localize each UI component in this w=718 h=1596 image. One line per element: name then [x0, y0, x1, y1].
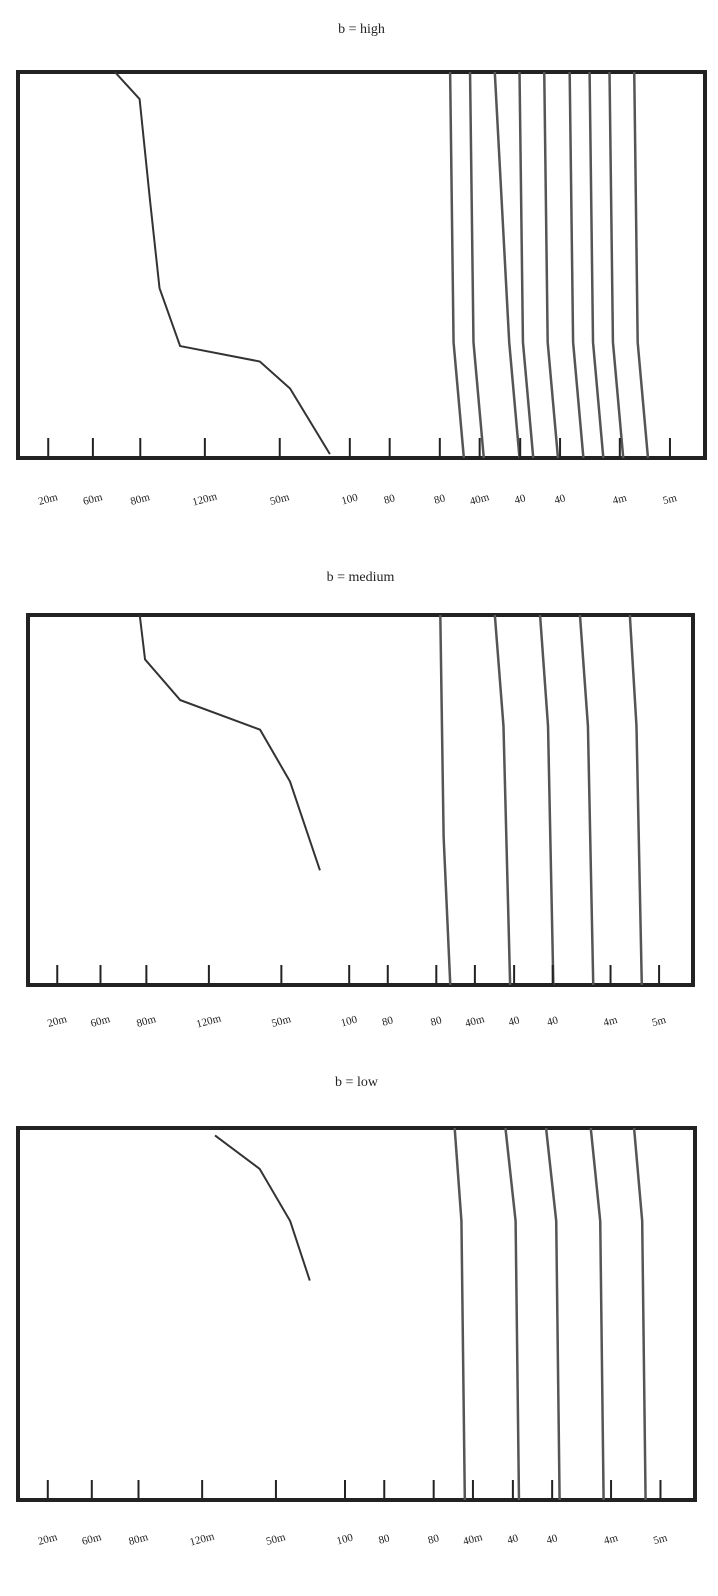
chart-title: b = medium: [327, 570, 395, 585]
x-tick-label: 80: [381, 1014, 395, 1029]
series-line: [214, 1134, 311, 1281]
x-tick-label: 4m: [603, 1532, 620, 1547]
series-line: [578, 614, 595, 986]
x-tick-label: 120m: [195, 1012, 223, 1030]
x-tick-label: 40: [507, 1014, 521, 1029]
x-tick-label: 20m: [37, 1531, 59, 1548]
series-line: [628, 614, 644, 986]
x-tick-label: 80: [427, 1532, 441, 1547]
series-line: [493, 614, 512, 986]
series-line: [518, 71, 535, 459]
x-tick-label: 50m: [270, 1013, 292, 1030]
series-line: [608, 71, 625, 459]
x-tick-label: 40m: [469, 491, 491, 508]
x-tick-label: 80m: [127, 1531, 149, 1548]
x-tick-label: 80m: [135, 1013, 157, 1030]
x-tick-label: 50m: [269, 491, 291, 508]
x-tick-label: 60m: [89, 1013, 111, 1030]
series-line: [448, 71, 466, 459]
x-tick-label: 80: [377, 1532, 391, 1547]
series-line: [632, 71, 650, 459]
x-tick-label: 50m: [265, 1531, 287, 1548]
x-tick-label: 100: [335, 1531, 355, 1547]
x-tick-label: 120m: [191, 490, 219, 508]
series-line: [538, 614, 555, 986]
series-line: [138, 614, 321, 871]
series-line: [544, 1127, 561, 1501]
x-tick-label: 40: [546, 1014, 560, 1029]
plot-frame: [26, 613, 695, 987]
series-line: [632, 1127, 647, 1501]
x-tick-label: 40: [553, 492, 567, 507]
series-line: [504, 1127, 521, 1501]
x-tick-label: 5m: [652, 1532, 669, 1547]
x-tick-label: 5m: [661, 492, 678, 507]
x-tick-label: 60m: [82, 491, 104, 508]
x-tick-label: 100: [340, 1013, 360, 1029]
chart-title: b = high: [338, 22, 385, 37]
x-tick-label: 120m: [188, 1530, 216, 1548]
plot-frame: [16, 1126, 697, 1502]
x-tick-label: 80: [383, 492, 397, 507]
x-tick-label: 100: [340, 491, 360, 507]
series-line: [542, 71, 560, 459]
series-line: [468, 71, 486, 459]
series-line: [114, 71, 331, 455]
plot-frame: [16, 70, 707, 460]
series-line: [439, 614, 452, 986]
x-tick-label: 80: [433, 492, 447, 507]
x-tick-label: 5m: [651, 1014, 668, 1029]
x-tick-label: 40m: [464, 1013, 486, 1030]
x-tick-label: 40: [545, 1532, 559, 1547]
series-line: [453, 1127, 467, 1501]
x-tick-label: 4m: [602, 1014, 619, 1029]
x-tick-label: 40: [513, 492, 527, 507]
series-line: [589, 1127, 605, 1501]
x-tick-label: 20m: [37, 491, 59, 508]
x-tick-label: 20m: [46, 1013, 68, 1030]
x-tick-label: 80: [429, 1014, 443, 1029]
x-tick-label: 4m: [611, 492, 628, 507]
x-tick-label: 40m: [462, 1531, 484, 1548]
series-line: [568, 71, 585, 459]
x-tick-label: 40: [506, 1532, 520, 1547]
x-tick-label: 80m: [129, 491, 151, 508]
x-tick-label: 60m: [81, 1531, 103, 1548]
series-line: [588, 71, 605, 459]
chart-title: b = low: [335, 1075, 379, 1090]
series-line: [493, 71, 521, 459]
